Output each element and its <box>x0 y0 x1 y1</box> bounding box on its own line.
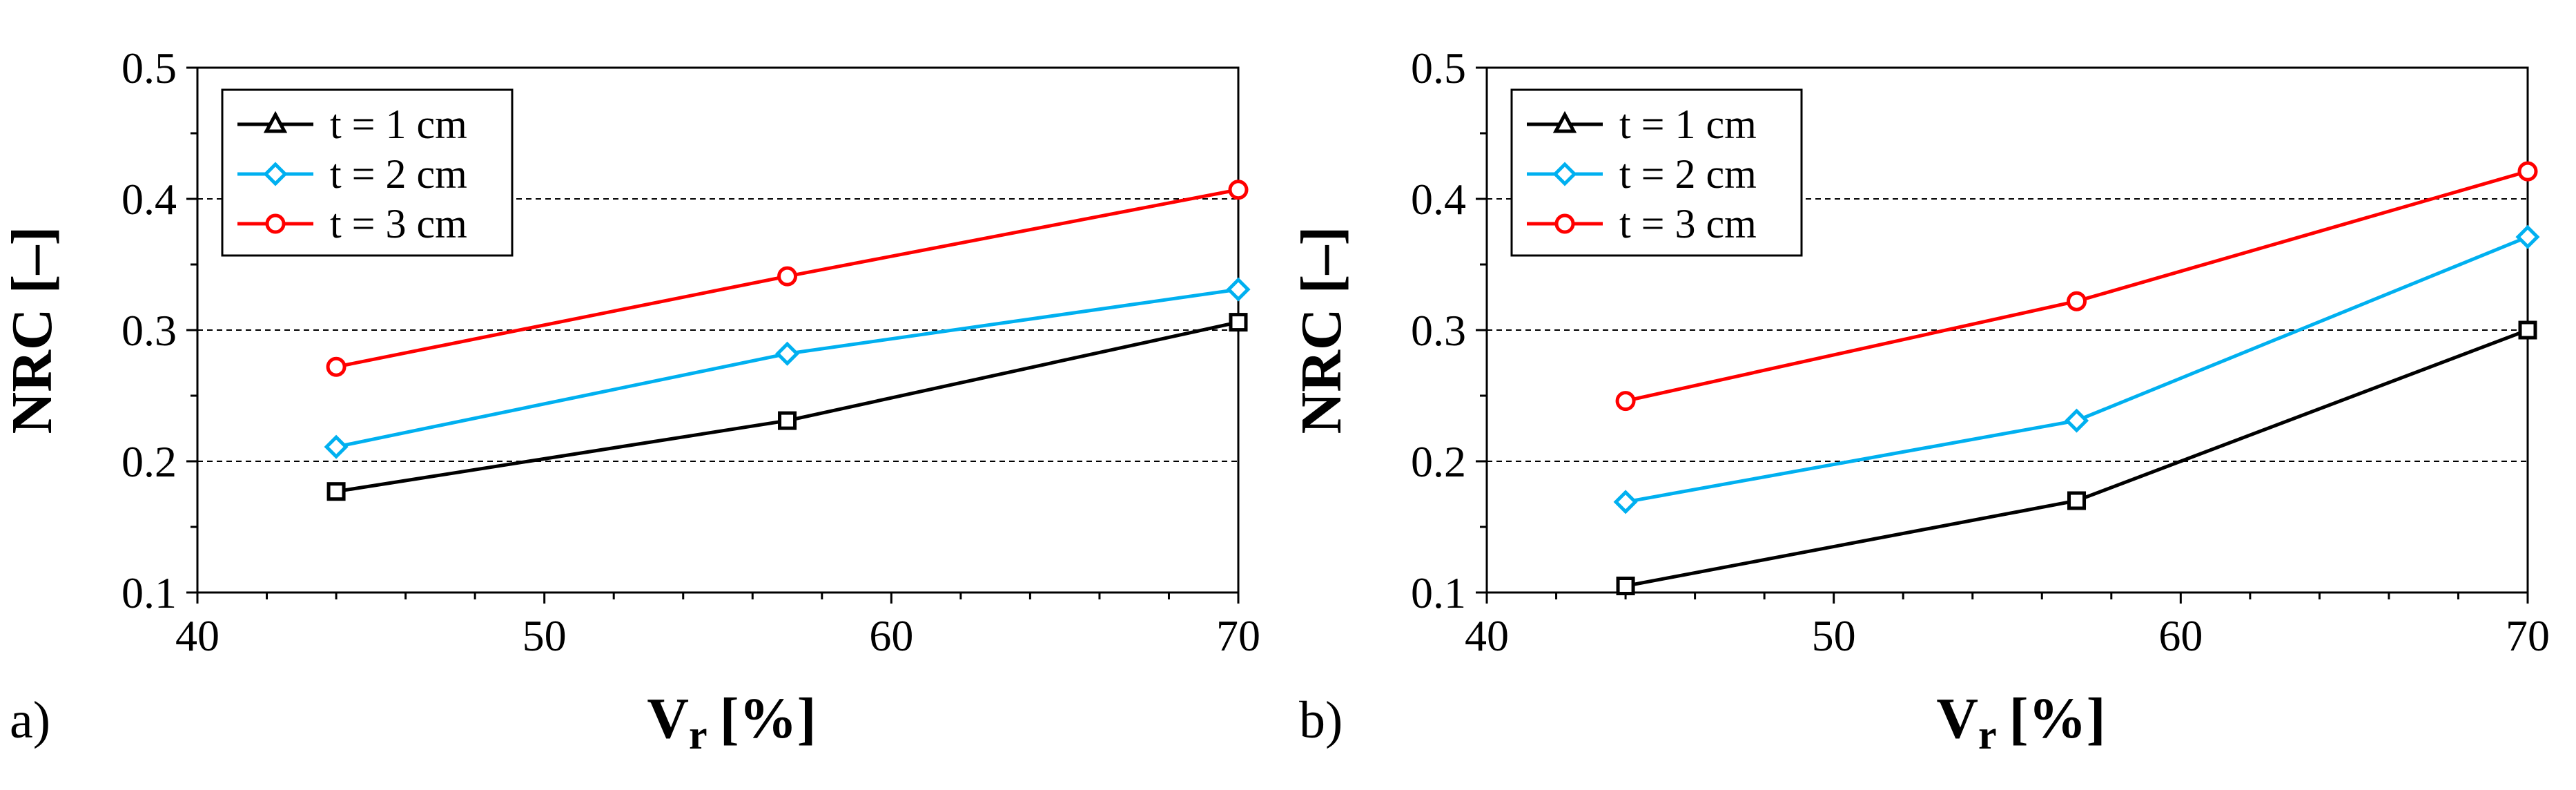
chart-panel-b: 0.1 0.2 0.3 0.4 0.5 40 50 60 70 t = 1 cmt = 2 c… <box>1289 44 2550 758</box>
legend-items: t = 1 cmt = 2 cmt = 3 cm <box>237 102 467 247</box>
x-tick-label: 60 <box>869 611 913 660</box>
y-tick-label: 0.2 <box>1411 437 1466 486</box>
legend-label: t = 3 cm <box>330 201 467 247</box>
data-point <box>2520 322 2535 338</box>
y-tick-label: 0.2 <box>121 437 177 486</box>
legend-label: t = 2 cm <box>330 151 467 197</box>
x-axis-label-main: V <box>1936 686 1978 751</box>
legend-label: t = 2 cm <box>1619 151 1757 197</box>
y-tick-label: 0.1 <box>121 568 177 617</box>
x-axis-label-unit: [%] <box>2009 686 2106 751</box>
x-tick-label: 40 <box>175 611 219 660</box>
y-tick-label: 0.1 <box>1411 568 1466 617</box>
legend: t = 1 cmt = 2 cmt = 3 cm <box>1512 90 1802 256</box>
x-tick-label: 50 <box>1812 611 1856 660</box>
legend-label: t = 1 cm <box>1619 102 1757 147</box>
data-point <box>328 358 344 375</box>
figure: 0.10.20.30.40.5 40 50 60 70 t = 1 cmt = 2 c… <box>0 0 2576 790</box>
data-point <box>779 268 796 285</box>
data-point <box>780 413 795 428</box>
x-tick-label: 60 <box>2158 611 2203 660</box>
legend-marker <box>267 215 284 232</box>
y-tick-label: 0.5 <box>121 44 177 93</box>
y-axis-label: NRC [–] <box>0 227 64 434</box>
x-axis-label-subscript: r <box>1978 712 1997 758</box>
data-point <box>329 484 344 499</box>
data-point <box>1230 182 1247 198</box>
y-tick-label: 0.3 <box>1411 306 1466 355</box>
y-tick-label: 0.4 <box>1411 175 1466 224</box>
legend-label: t = 1 cm <box>330 102 467 147</box>
y-tick-labels: 0.1 0.2 0.3 0.4 0.5 <box>121 44 177 617</box>
x-tick-label: 70 <box>1216 611 1260 660</box>
x-tick-label: 50 <box>523 611 567 660</box>
data-point <box>2069 493 2085 508</box>
x-axis-label-subscript: r <box>689 712 708 758</box>
x-axis-label: Vr [%] <box>1936 686 2105 758</box>
x-tick-label: 40 <box>1465 611 1509 660</box>
data-point <box>1231 315 1246 330</box>
y-tick-label: 0.5 <box>1411 44 1466 93</box>
legend: t = 1 cmt = 2 cmt = 3 cm <box>222 90 512 256</box>
x-tick-label: 70 <box>2506 611 2550 660</box>
data-point <box>1617 393 1634 410</box>
y-axis-label: NRC [–] <box>1289 227 1354 434</box>
x-tick-labels: 40 50 60 70 <box>175 611 1260 660</box>
data-point <box>2069 293 2085 309</box>
x-axis-label-main: V <box>647 686 689 751</box>
legend-items: t = 1 cmt = 2 cmt = 3 cm <box>1527 102 1757 247</box>
x-axis-label: Vr [%] <box>647 686 816 758</box>
x-tick-labels: 40 50 60 70 <box>1465 611 2550 660</box>
panel-label: a) <box>10 691 50 749</box>
x-axis-label-unit: [%] <box>720 686 817 751</box>
legend-label: t = 3 cm <box>1619 201 1757 247</box>
y-tick-labels: 0.1 0.2 0.3 0.4 0.5 <box>1411 44 1466 617</box>
chart-panel-a: 0.1 0.2 0.3 0.4 0.5 40 50 60 70 t = 1 cmt = 2 c… <box>0 44 1260 758</box>
y-tick-label: 0.4 <box>121 175 177 224</box>
data-point <box>2519 163 2536 180</box>
data-point <box>1618 579 1633 594</box>
legend-marker <box>1557 215 1573 232</box>
y-tick-label: 0.3 <box>121 306 177 355</box>
panel-label: b) <box>1299 691 1343 749</box>
